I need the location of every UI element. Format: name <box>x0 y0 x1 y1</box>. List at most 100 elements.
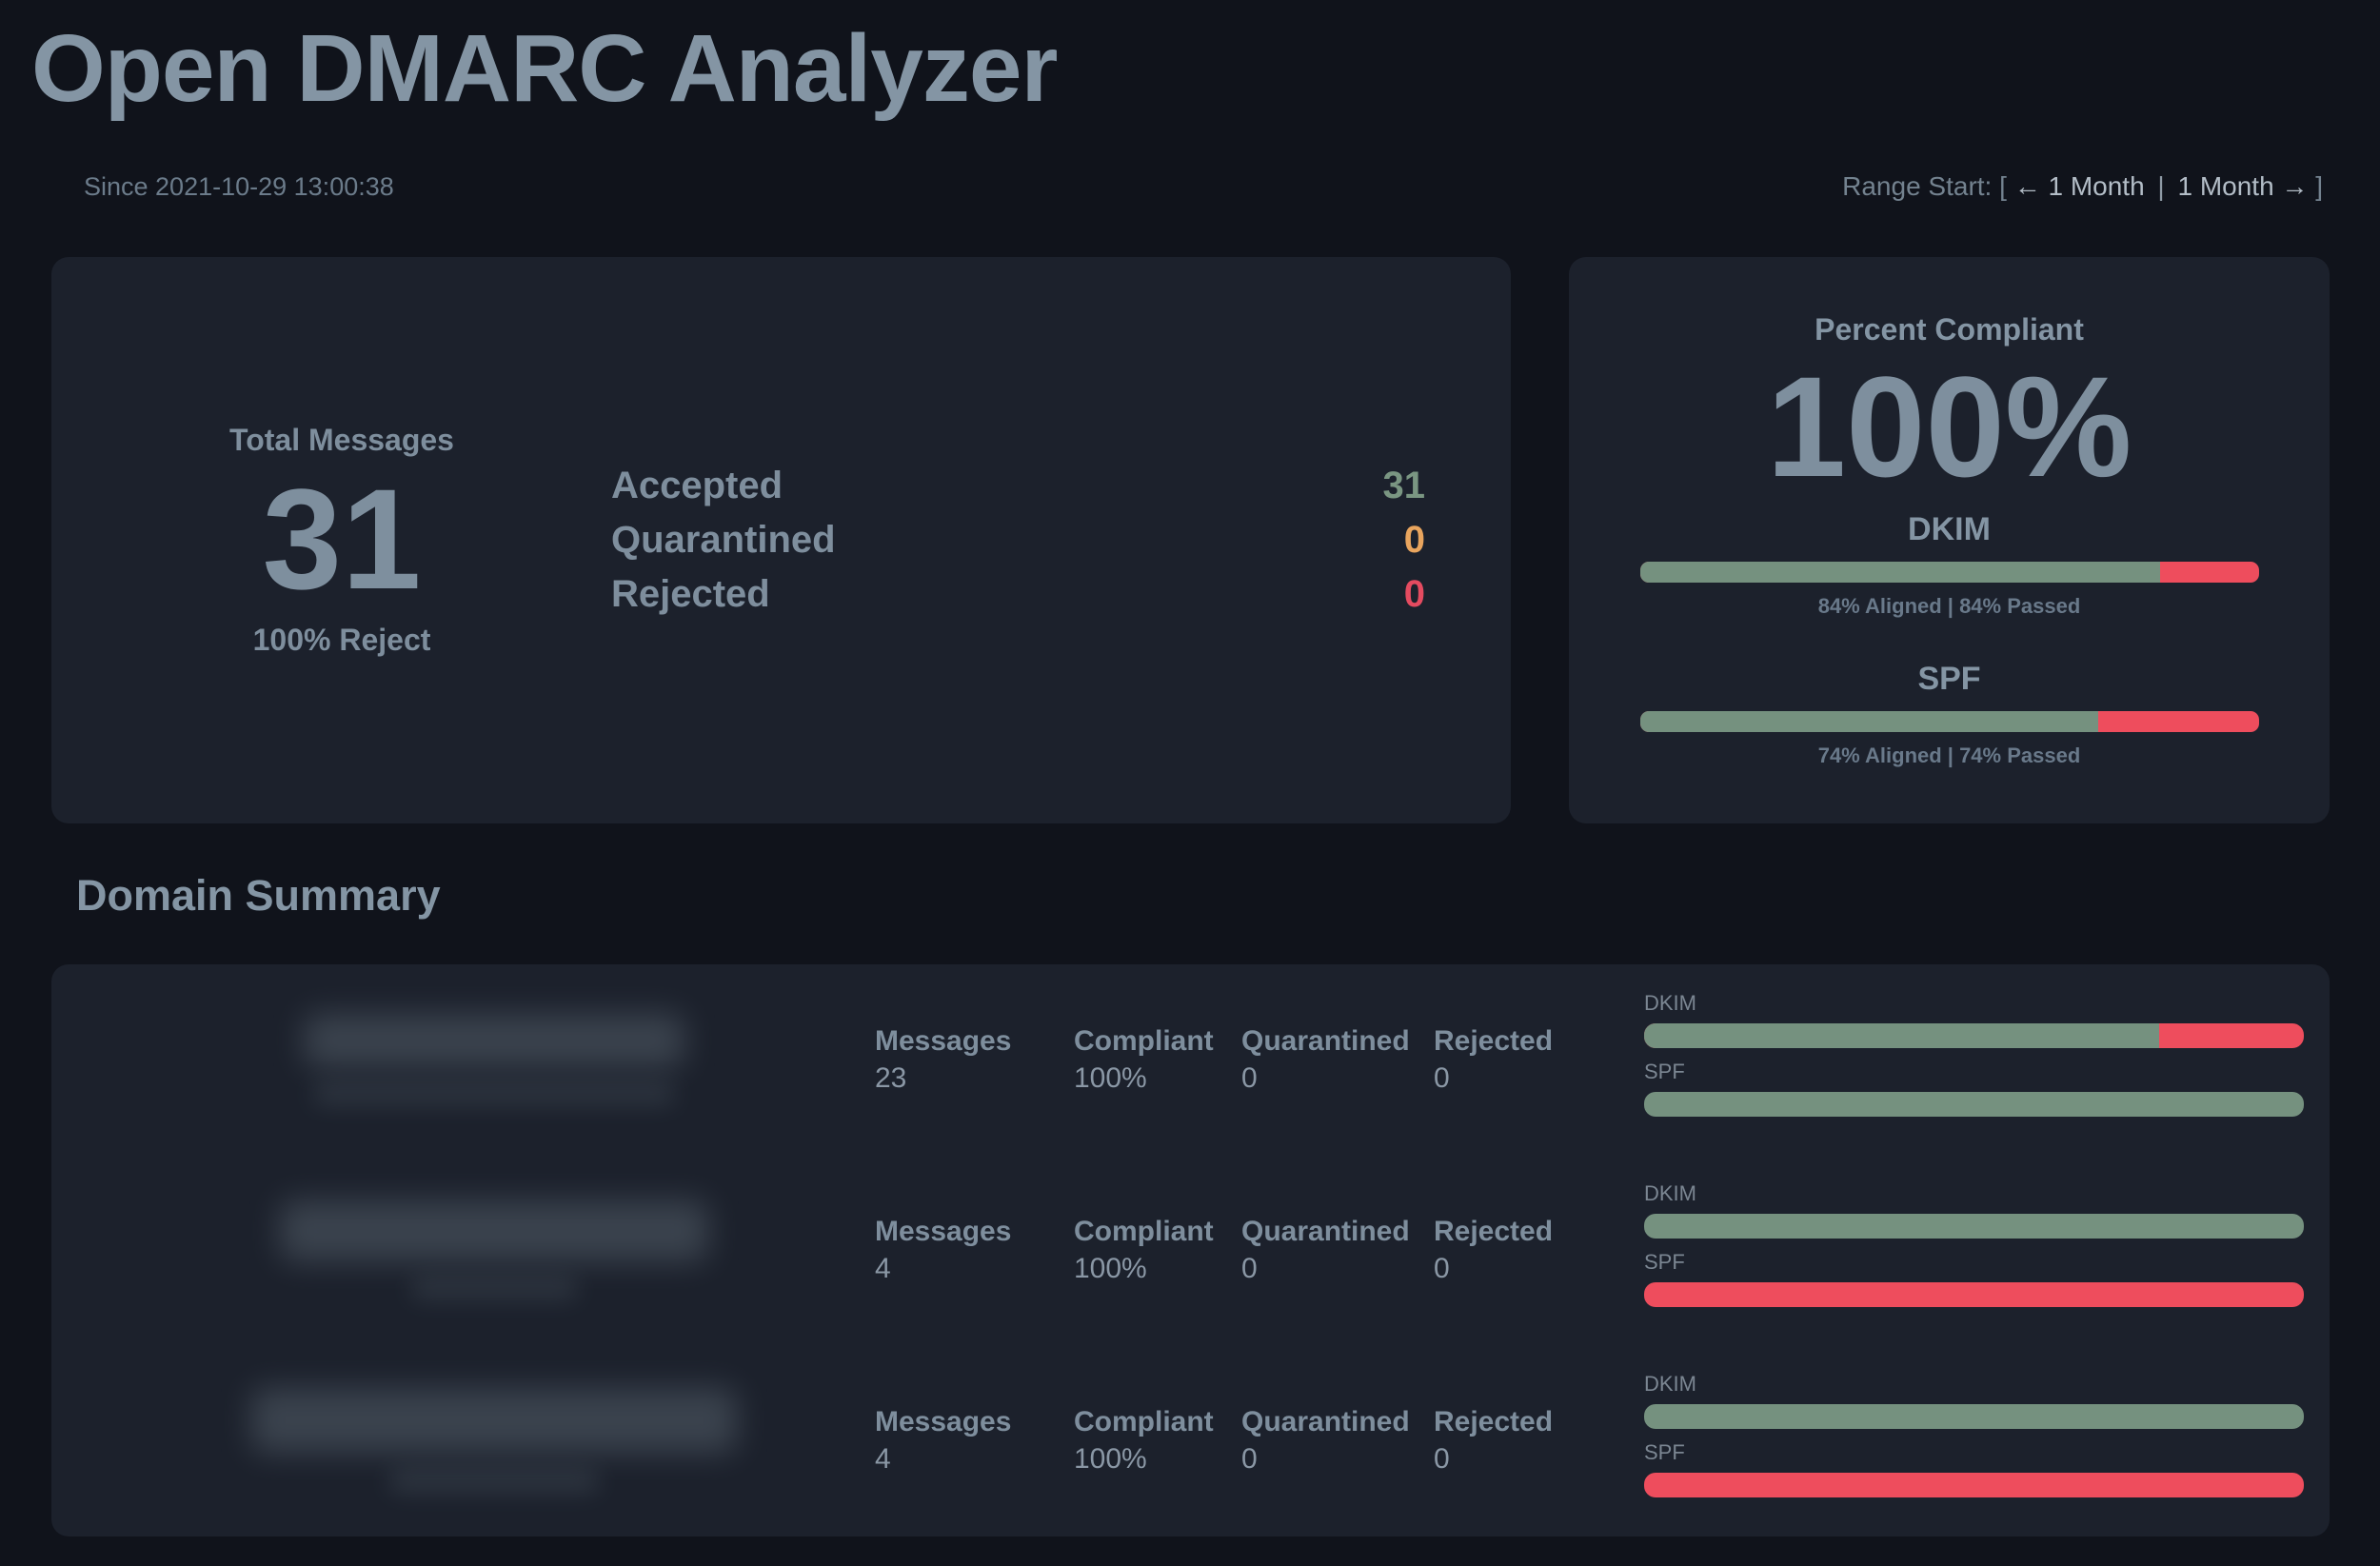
domain-link-redacted[interactable] <box>113 1388 875 1493</box>
spf-caption: 74% Aligned | 74% Passed <box>1817 743 2081 768</box>
page-title: Open DMARC Analyzer <box>31 15 1058 122</box>
range-separator: | <box>2157 171 2165 201</box>
spf-bar-label: SPF <box>1644 1250 1685 1274</box>
total-messages-label: Total Messages <box>229 423 454 458</box>
dkim-label: DKIM <box>1908 511 1991 548</box>
percent-compliant-value: 100% <box>1766 346 2132 506</box>
domain-summary-title: Domain Summary <box>76 871 441 920</box>
quarantined-stat: Quarantined 0 <box>1241 1025 1434 1095</box>
summary-cards-row: Total Messages 31 100% Reject Accepted 3… <box>51 257 2330 823</box>
messages-label: Messages <box>875 1405 1012 1437</box>
domain-summary-card: Messages 23 Compliant 100% Quarantined 0… <box>51 964 2330 1536</box>
domain-bars: DKIM SPF <box>1644 1181 2304 1318</box>
compliant-stat: Compliant 100% <box>1074 1025 1241 1095</box>
dkim-bar <box>1644 1023 2304 1048</box>
messages-stat: Messages 4 <box>875 1406 1074 1476</box>
messages-stat: Messages 4 <box>875 1216 1074 1285</box>
range-start-control: Range Start: [ ← 1 Month | 1 Month → ] <box>1842 171 2323 202</box>
quarantined-stat: Quarantined 0 <box>1241 1406 1434 1476</box>
dkim-progress-bar <box>1639 562 2259 584</box>
percent-compliant-card: Percent Compliant 100% DKIM 84% Aligned … <box>1569 257 2330 823</box>
dkim-bar <box>1644 1404 2304 1429</box>
domain-row-2: Messages 4 Compliant 100% Quarantined 0 … <box>113 1155 2304 1345</box>
redacted-domain-name <box>251 1388 737 1453</box>
quarantined-value: 0 <box>1403 519 1425 562</box>
dkim-caption: 84% Aligned | 84% Passed <box>1817 594 2081 619</box>
quarantined-value: 0 <box>1241 1442 1258 1475</box>
range-suffix: ] <box>2315 171 2323 201</box>
dkim-bar-fill <box>1644 1404 2304 1429</box>
dkim-bar-label: DKIM <box>1644 1372 1696 1396</box>
compliant-stat: Compliant 100% <box>1074 1216 1241 1285</box>
domain-row-1: Messages 23 Compliant 100% Quarantined 0… <box>113 964 2304 1155</box>
redacted-domain-subtext <box>313 1082 675 1105</box>
compliant-label: Compliant <box>1074 1215 1214 1247</box>
rejected-label: Rejected <box>611 572 770 615</box>
spf-bar <box>1644 1092 2304 1117</box>
quarantined-label: Quarantined <box>1241 1024 1410 1057</box>
quarantined-value: 0 <box>1241 1252 1258 1284</box>
spf-progress-fill <box>1639 711 2098 733</box>
dkim-bar-fill <box>1644 1214 2304 1239</box>
spf-bar-label: SPF <box>1644 1440 1685 1464</box>
spf-bar-fill <box>1644 1092 2304 1117</box>
range-prev-month-link[interactable]: ← 1 Month <box>2013 171 2145 201</box>
compliant-stat: Compliant 100% <box>1074 1406 1241 1476</box>
redacted-domain-subtext <box>410 1277 578 1299</box>
range-prefix: Range Start: [ <box>1842 171 2007 201</box>
messages-value: 23 <box>875 1061 907 1094</box>
compliant-label: Compliant <box>1074 1024 1214 1057</box>
spf-progress-bar <box>1639 711 2259 733</box>
quarantined-row: Quarantined 0 <box>611 513 1425 567</box>
total-messages-value: 31 <box>262 459 422 620</box>
redacted-domain-name <box>304 1014 684 1067</box>
messages-value: 4 <box>875 1252 891 1284</box>
rejected-value: 0 <box>1434 1252 1450 1284</box>
quarantined-label: Quarantined <box>611 519 836 562</box>
domain-row-3: Messages 4 Compliant 100% Quarantined 0 … <box>113 1345 2304 1536</box>
messages-label: Messages <box>875 1215 1012 1247</box>
redacted-domain-name <box>280 1200 708 1261</box>
compliant-value: 100% <box>1074 1442 1147 1475</box>
rejected-label: Rejected <box>1434 1405 1554 1437</box>
redacted-domain-subtext <box>389 1468 599 1493</box>
dkim-bar <box>1644 1214 2304 1239</box>
since-timestamp: Since 2021-10-29 13:00:38 <box>84 172 394 201</box>
domain-bars: DKIM SPF <box>1644 1372 2304 1509</box>
messages-value: 4 <box>875 1442 891 1475</box>
subheader: Since 2021-10-29 13:00:38 Range Start: [… <box>84 171 2323 202</box>
rejected-value: 0 <box>1434 1061 1450 1094</box>
quarantined-stat: Quarantined 0 <box>1241 1216 1434 1285</box>
spf-bar <box>1644 1473 2304 1497</box>
domain-link-redacted[interactable] <box>113 1200 875 1299</box>
policy-label: 100% Reject <box>252 622 431 657</box>
rejected-row: Rejected 0 <box>611 567 1425 622</box>
dkim-bar-label: DKIM <box>1644 991 1696 1015</box>
domain-bars: DKIM SPF <box>1644 991 2304 1128</box>
disposition-breakdown: Accepted 31 Quarantined 0 Rejected 0 <box>565 459 1425 621</box>
messages-label: Messages <box>875 1024 1012 1057</box>
rejected-label: Rejected <box>1434 1024 1554 1057</box>
dkim-bar-label: DKIM <box>1644 1181 1696 1205</box>
accepted-row: Accepted 31 <box>611 459 1425 513</box>
spf-bar-label: SPF <box>1644 1060 1685 1083</box>
percent-compliant-label: Percent Compliant <box>1815 311 2084 347</box>
rejected-value: 0 <box>1403 572 1425 615</box>
totals-card: Total Messages 31 100% Reject Accepted 3… <box>51 257 1511 823</box>
compliant-value: 100% <box>1074 1252 1147 1284</box>
compliant-label: Compliant <box>1074 1405 1214 1437</box>
compliant-value: 100% <box>1074 1061 1147 1094</box>
accepted-value: 31 <box>1382 465 1426 507</box>
quarantined-value: 0 <box>1241 1061 1258 1094</box>
total-messages-block: Total Messages 31 100% Reject <box>118 423 565 658</box>
spf-label: SPF <box>1917 661 1981 698</box>
rejected-stat: Rejected 0 <box>1434 1025 1644 1095</box>
quarantined-label: Quarantined <box>1241 1405 1410 1437</box>
quarantined-label: Quarantined <box>1241 1215 1410 1247</box>
rejected-stat: Rejected 0 <box>1434 1406 1644 1476</box>
range-next-month-link[interactable]: 1 Month → <box>2177 171 2309 201</box>
rejected-stat: Rejected 0 <box>1434 1216 1644 1285</box>
spf-bar <box>1644 1282 2304 1307</box>
messages-stat: Messages 23 <box>875 1025 1074 1095</box>
domain-link-redacted[interactable] <box>113 1014 875 1105</box>
